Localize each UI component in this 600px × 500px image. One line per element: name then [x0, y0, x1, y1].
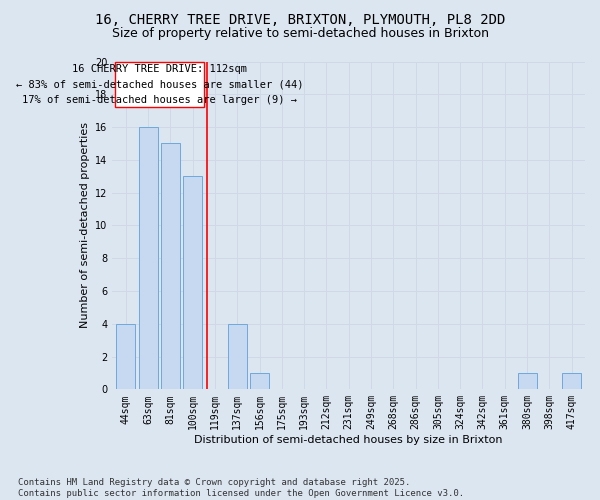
Text: Contains HM Land Registry data © Crown copyright and database right 2025.
Contai: Contains HM Land Registry data © Crown c…: [18, 478, 464, 498]
Text: 17% of semi-detached houses are larger (9) →: 17% of semi-detached houses are larger (…: [22, 94, 297, 104]
X-axis label: Distribution of semi-detached houses by size in Brixton: Distribution of semi-detached houses by …: [194, 435, 503, 445]
FancyBboxPatch shape: [115, 62, 205, 108]
Bar: [228, 324, 247, 390]
Bar: [250, 373, 269, 390]
Bar: [161, 144, 180, 390]
Text: 16 CHERRY TREE DRIVE: 112sqm: 16 CHERRY TREE DRIVE: 112sqm: [72, 64, 247, 74]
Bar: [562, 373, 581, 390]
Bar: [139, 127, 158, 390]
Text: 16, CHERRY TREE DRIVE, BRIXTON, PLYMOUTH, PL8 2DD: 16, CHERRY TREE DRIVE, BRIXTON, PLYMOUTH…: [95, 12, 505, 26]
Y-axis label: Number of semi-detached properties: Number of semi-detached properties: [80, 122, 89, 328]
Text: ← 83% of semi-detached houses are smaller (44): ← 83% of semi-detached houses are smalle…: [16, 80, 303, 90]
Bar: [518, 373, 536, 390]
Text: Size of property relative to semi-detached houses in Brixton: Size of property relative to semi-detach…: [112, 28, 488, 40]
Bar: [183, 176, 202, 390]
Bar: [116, 324, 136, 390]
